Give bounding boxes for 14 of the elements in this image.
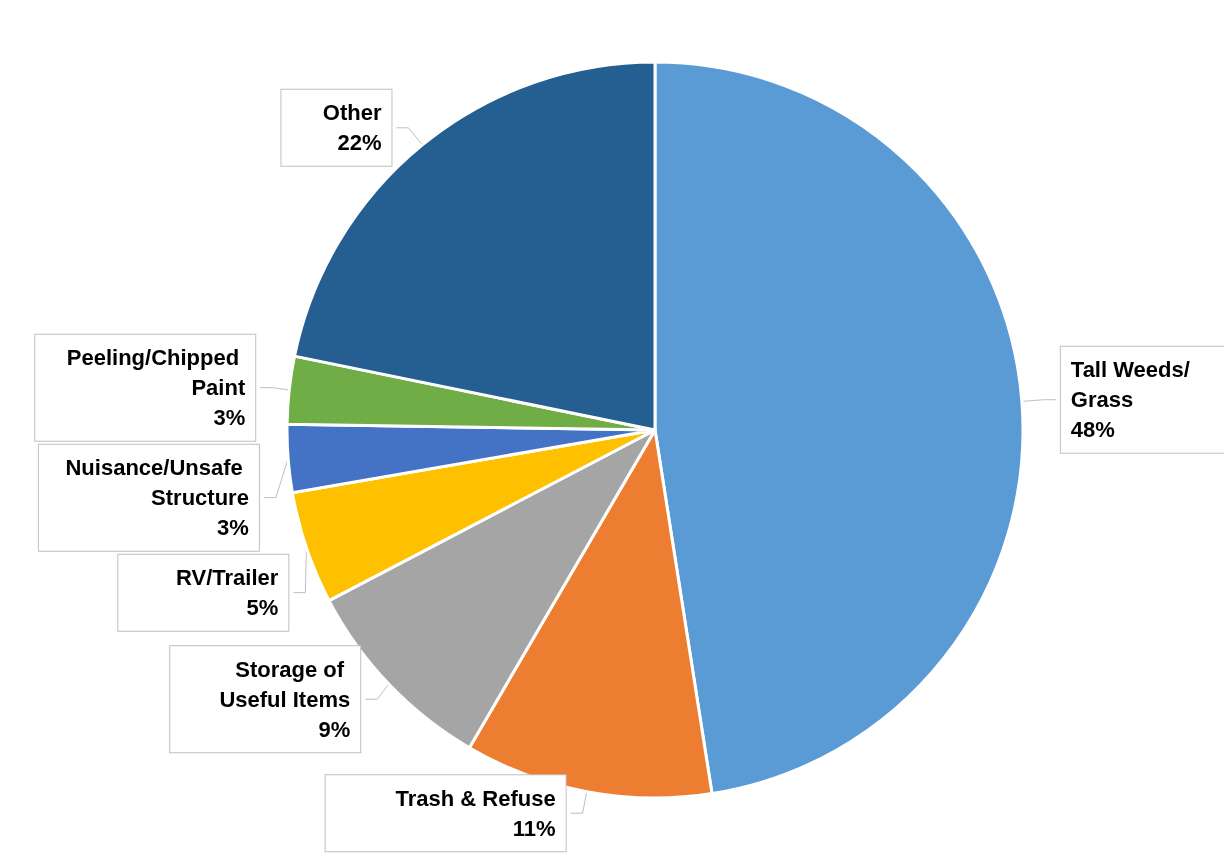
data-label: 22% [337, 130, 382, 156]
slice-label: Tall Weeds/Grass [1070, 357, 1190, 413]
slice-label: Nuisance/Unsafe Structure [65, 455, 249, 511]
data-label: 48% [1070, 417, 1115, 443]
data-label: 11% [512, 815, 556, 841]
data-label: 5% [246, 595, 279, 621]
slice-label: Other [322, 100, 382, 126]
slice-label: Peeling/Chipped Paint [66, 345, 246, 401]
slice-label: Storage of Useful Items [219, 656, 351, 712]
data-label: 3% [213, 405, 246, 431]
data-label: 3% [217, 515, 249, 541]
slice-label: Trash & Refuse [395, 785, 556, 811]
slice-label: RV/Trailer [176, 565, 279, 591]
data-label: 9% [318, 716, 351, 742]
